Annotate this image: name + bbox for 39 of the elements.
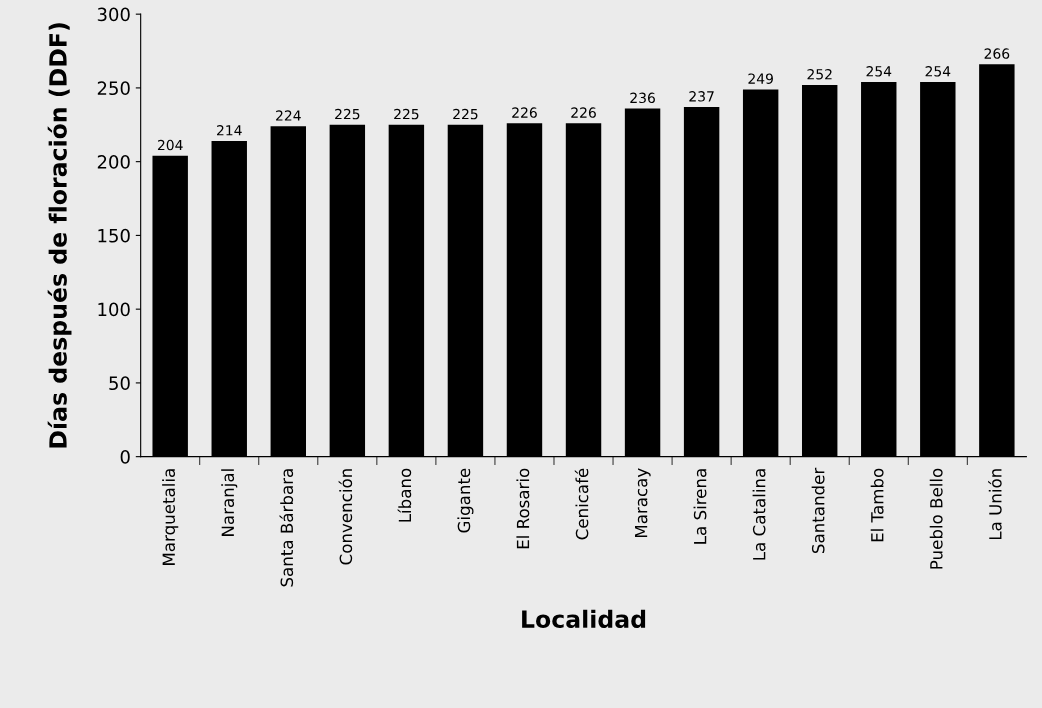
- data-label: 204: [157, 139, 183, 151]
- data-label: 252: [807, 68, 832, 80]
- x-axis-title: Localidad: [522, 609, 646, 629]
- x-tick-label: Gigante: [457, 468, 474, 533]
- y-tick-label: 100: [98, 302, 130, 317]
- y-axis-title: Días después de floración (DDF): [47, 23, 72, 448]
- y-tick-label: 50: [109, 376, 130, 391]
- data-label: 236: [630, 92, 655, 104]
- x-tick-label: Marquetalia: [162, 469, 179, 565]
- data-label: 249: [748, 73, 773, 84]
- data-label: 226: [512, 107, 537, 118]
- data-label: 225: [453, 108, 478, 120]
- x-tick-label: Pueblo Bello: [929, 468, 943, 569]
- y-tick-label: 200: [97, 155, 130, 169]
- data-label: 225: [394, 108, 419, 120]
- y-tick-label: 250: [97, 81, 130, 96]
- x-tick-label: El Tambo: [870, 468, 884, 542]
- x-tick-label: Santander: [811, 467, 825, 554]
- data-label: 224: [276, 110, 301, 121]
- data-label: 266: [984, 48, 1010, 59]
- x-tick-label: La Catalina: [752, 469, 766, 560]
- x-tick-label: Naranjal: [221, 469, 238, 536]
- data-label: 226: [571, 107, 596, 118]
- x-tick-label: Cenicafé: [574, 468, 589, 540]
- y-tick-label: 300: [97, 7, 130, 22]
- x-tick-label: Convención: [338, 469, 353, 565]
- data-label: 237: [689, 91, 714, 102]
- x-tick-label: La Sirena: [693, 469, 707, 544]
- x-tick-label: Santa Bárbara: [279, 469, 294, 587]
- x-tick-label: Líbano: [397, 468, 412, 522]
- data-label: 214: [217, 125, 242, 136]
- y-tick-label: 0: [120, 450, 130, 464]
- x-tick-label: Maracay: [635, 468, 651, 538]
- data-label: 254: [866, 66, 892, 77]
- data-label: 225: [335, 108, 360, 120]
- data-label: 254: [925, 66, 951, 77]
- x-tick-label: El Rosario: [516, 468, 530, 549]
- y-tick-label: 150: [98, 228, 130, 243]
- x-tick-label: La Unión: [988, 469, 1002, 540]
